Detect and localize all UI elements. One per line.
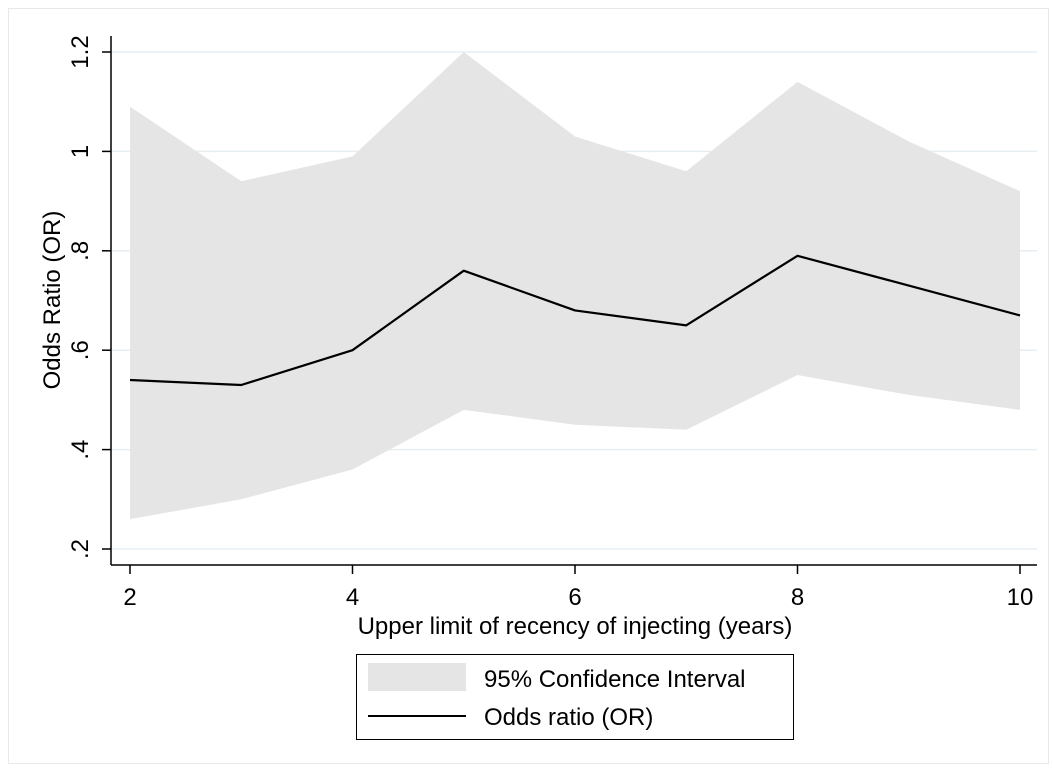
line-layer [129,254,1021,387]
x-axis-title: Upper limit of recency of injecting (yea… [358,613,793,640]
y-tick-label: .6 [67,340,94,360]
legend-label-or: Odds ratio (OR) [484,704,653,731]
x-tick-label: 10 [1007,584,1034,611]
figure-frame [8,8,1049,764]
x-tick-label: 8 [791,584,804,611]
y-tick-label: .2 [67,539,94,559]
y-axis-title: Odds Ratio (OR) [39,211,66,390]
y-tick-label: .4 [67,440,94,460]
x-tick-label: 2 [123,584,136,611]
legend-swatch-ci [368,663,466,691]
odds-ratio-line [129,254,1021,387]
x-tick-label: 6 [568,584,581,611]
axis-layer: .2 .4 .6 .8 1 1.2 2 4 6 8 10 [67,35,1037,611]
x-tick-label: 4 [346,584,359,611]
y-tick-label: .8 [67,241,94,261]
legend-label-ci: 95% Confidence Interval [484,666,746,693]
y-tick-label: 1.2 [67,35,94,68]
confidence-interval-band [130,52,1020,520]
y-tick-label: 1 [67,145,94,158]
legend: 95% Confidence Interval Odds ratio (OR) [356,654,794,740]
band-layer [130,52,1020,520]
